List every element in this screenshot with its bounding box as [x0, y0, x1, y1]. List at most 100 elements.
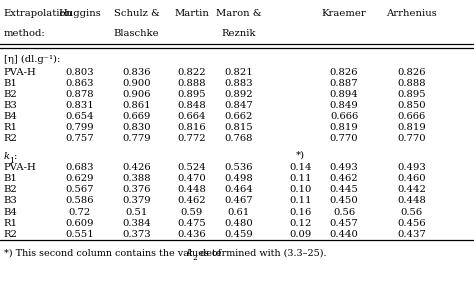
- Text: 0.384: 0.384: [122, 219, 151, 227]
- Text: 0.457: 0.457: [330, 219, 358, 227]
- Text: 0.770: 0.770: [397, 134, 426, 143]
- Text: B1: B1: [4, 79, 18, 88]
- Text: 0.847: 0.847: [225, 101, 253, 110]
- Text: 1: 1: [9, 157, 15, 165]
- Text: 0.836: 0.836: [122, 68, 151, 77]
- Text: 0.480: 0.480: [225, 219, 253, 227]
- Text: 0.498: 0.498: [225, 174, 253, 183]
- Text: 0.59: 0.59: [181, 208, 202, 216]
- Text: 0.900: 0.900: [122, 79, 151, 88]
- Text: B4: B4: [4, 208, 18, 216]
- Text: 0.456: 0.456: [397, 219, 426, 227]
- Text: determined with (3.3–25).: determined with (3.3–25).: [197, 249, 326, 258]
- Text: 0.460: 0.460: [397, 174, 426, 183]
- Text: 0.883: 0.883: [225, 79, 253, 88]
- Text: 0.437: 0.437: [397, 230, 426, 239]
- Text: B1: B1: [4, 174, 18, 183]
- Text: 0.14: 0.14: [289, 163, 312, 172]
- Text: k: k: [4, 152, 10, 161]
- Text: Blaschke: Blaschke: [114, 29, 159, 38]
- Text: 0.878: 0.878: [65, 90, 94, 99]
- Text: 0.888: 0.888: [397, 79, 426, 88]
- Text: 0.822: 0.822: [177, 68, 206, 77]
- Text: 0.524: 0.524: [177, 163, 206, 172]
- Text: B2: B2: [4, 90, 18, 99]
- Text: 0.445: 0.445: [330, 185, 358, 194]
- Text: 0.863: 0.863: [65, 79, 94, 88]
- Text: 0.72: 0.72: [69, 208, 91, 216]
- Text: 0.475: 0.475: [177, 219, 206, 227]
- Text: 0.772: 0.772: [177, 134, 206, 143]
- Text: 0.09: 0.09: [290, 230, 311, 239]
- Text: 0.662: 0.662: [225, 112, 253, 121]
- Text: 0.440: 0.440: [330, 230, 358, 239]
- Text: 0.654: 0.654: [65, 112, 94, 121]
- Text: 0.442: 0.442: [397, 185, 426, 194]
- Text: B3: B3: [4, 196, 18, 205]
- Text: R2: R2: [4, 230, 18, 239]
- Text: 0.11: 0.11: [289, 196, 312, 205]
- Text: B4: B4: [4, 112, 18, 121]
- Text: 0.609: 0.609: [65, 219, 94, 227]
- Text: k: k: [186, 249, 192, 258]
- Text: B2: B2: [4, 185, 18, 194]
- Text: 0.819: 0.819: [330, 123, 358, 132]
- Text: 0.470: 0.470: [177, 174, 206, 183]
- Text: 0.462: 0.462: [330, 174, 358, 183]
- Text: 0.819: 0.819: [397, 123, 426, 132]
- Text: 0.16: 0.16: [290, 208, 311, 216]
- Text: 0.850: 0.850: [397, 101, 426, 110]
- Text: 0.464: 0.464: [225, 185, 253, 194]
- Text: 0.493: 0.493: [330, 163, 358, 172]
- Text: 0.379: 0.379: [122, 196, 151, 205]
- Text: 0.821: 0.821: [225, 68, 253, 77]
- Text: 0.664: 0.664: [177, 112, 206, 121]
- Text: Extrapolation: Extrapolation: [4, 9, 73, 18]
- Text: 0.12: 0.12: [289, 219, 312, 227]
- Text: 0.770: 0.770: [330, 134, 358, 143]
- Text: 2: 2: [192, 254, 197, 262]
- Text: 0.831: 0.831: [65, 101, 94, 110]
- Text: 0.373: 0.373: [122, 230, 151, 239]
- Text: Maron &: Maron &: [216, 9, 262, 18]
- Text: 0.567: 0.567: [65, 185, 94, 194]
- Text: PVA-H: PVA-H: [4, 68, 36, 77]
- Text: 0.436: 0.436: [177, 230, 206, 239]
- Text: 0.861: 0.861: [122, 101, 151, 110]
- Text: 0.448: 0.448: [397, 196, 426, 205]
- Text: Arrhenius: Arrhenius: [386, 9, 437, 18]
- Text: *) This second column contains the values of: *) This second column contains the value…: [4, 249, 224, 258]
- Text: 0.467: 0.467: [225, 196, 253, 205]
- Text: 0.826: 0.826: [397, 68, 426, 77]
- Text: 0.666: 0.666: [397, 112, 426, 121]
- Text: R1: R1: [4, 219, 18, 227]
- Text: 0.799: 0.799: [65, 123, 94, 132]
- Text: 0.895: 0.895: [177, 90, 206, 99]
- Text: 0.459: 0.459: [225, 230, 253, 239]
- Text: 0.848: 0.848: [177, 101, 206, 110]
- Text: 0.757: 0.757: [65, 134, 94, 143]
- Text: 0.826: 0.826: [330, 68, 358, 77]
- Text: 0.51: 0.51: [125, 208, 148, 216]
- Text: 0.895: 0.895: [397, 90, 426, 99]
- Text: 0.803: 0.803: [65, 68, 94, 77]
- Text: 0.56: 0.56: [401, 208, 422, 216]
- Text: 0.450: 0.450: [330, 196, 358, 205]
- Text: 0.586: 0.586: [65, 196, 94, 205]
- Text: 0.448: 0.448: [177, 185, 206, 194]
- Text: 0.10: 0.10: [289, 185, 312, 194]
- Text: :: :: [14, 152, 18, 161]
- Text: 0.779: 0.779: [122, 134, 151, 143]
- Text: 0.830: 0.830: [122, 123, 151, 132]
- Text: 0.388: 0.388: [122, 174, 151, 183]
- Text: Kraemer: Kraemer: [322, 9, 366, 18]
- Text: 0.768: 0.768: [225, 134, 253, 143]
- Text: [η] (dl.g⁻¹):: [η] (dl.g⁻¹):: [4, 55, 60, 64]
- Text: 0.815: 0.815: [225, 123, 253, 132]
- Text: 0.629: 0.629: [65, 174, 94, 183]
- Text: Schulz &: Schulz &: [114, 9, 159, 18]
- Text: 0.892: 0.892: [225, 90, 253, 99]
- Text: R2: R2: [4, 134, 18, 143]
- Text: 0.849: 0.849: [330, 101, 358, 110]
- Text: 0.61: 0.61: [228, 208, 250, 216]
